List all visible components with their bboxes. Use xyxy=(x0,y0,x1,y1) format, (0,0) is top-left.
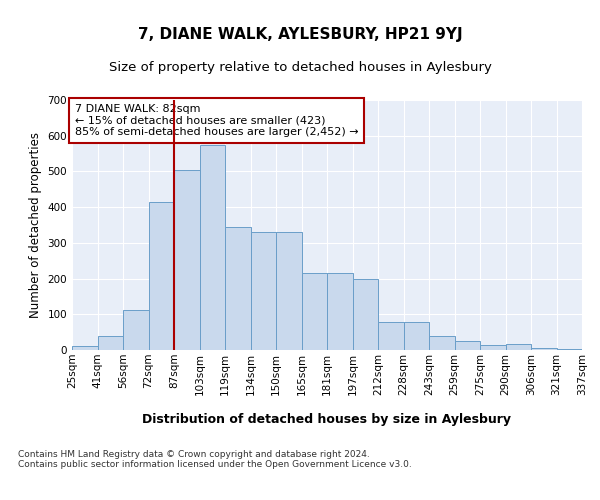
Bar xyxy=(123,310,149,350)
Bar xyxy=(72,346,97,350)
Bar xyxy=(149,202,174,350)
Bar xyxy=(327,273,353,350)
Text: Contains HM Land Registry data © Crown copyright and database right 2024.
Contai: Contains HM Land Registry data © Crown c… xyxy=(18,450,412,469)
Bar xyxy=(480,344,505,350)
Bar xyxy=(97,336,123,350)
Bar xyxy=(378,322,404,350)
Bar xyxy=(174,170,199,350)
Text: 7 DIANE WALK: 82sqm
← 15% of detached houses are smaller (423)
85% of semi-detac: 7 DIANE WALK: 82sqm ← 15% of detached ho… xyxy=(74,104,358,137)
Bar xyxy=(505,344,531,350)
Bar xyxy=(455,341,480,350)
Bar xyxy=(353,278,378,350)
Bar xyxy=(302,273,327,350)
Bar xyxy=(225,227,251,350)
Bar xyxy=(199,144,225,350)
Bar xyxy=(429,336,455,350)
Bar xyxy=(404,322,429,350)
Text: Size of property relative to detached houses in Aylesbury: Size of property relative to detached ho… xyxy=(109,61,491,74)
Text: Distribution of detached houses by size in Aylesbury: Distribution of detached houses by size … xyxy=(143,412,511,426)
Text: 7, DIANE WALK, AYLESBURY, HP21 9YJ: 7, DIANE WALK, AYLESBURY, HP21 9YJ xyxy=(137,28,463,42)
Bar xyxy=(531,348,557,350)
Bar xyxy=(251,232,276,350)
Bar xyxy=(557,349,582,350)
Bar xyxy=(276,232,302,350)
Y-axis label: Number of detached properties: Number of detached properties xyxy=(29,132,42,318)
